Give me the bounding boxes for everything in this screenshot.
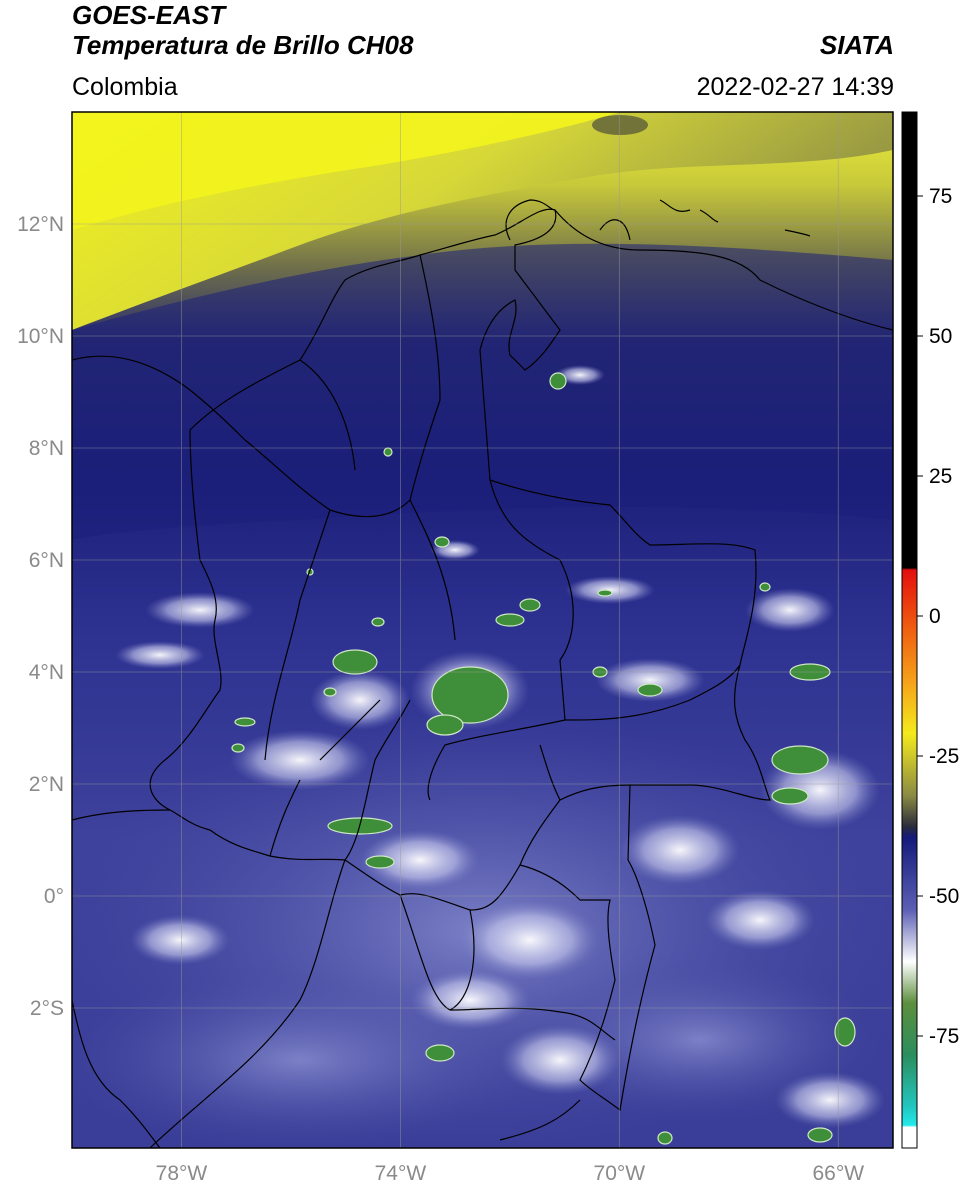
colorbar-tick-label: -75 xyxy=(929,1025,959,1048)
longitude-tick-label: 74°W xyxy=(375,1162,427,1185)
colorbar-tick-label: 25 xyxy=(929,465,952,488)
latitude-tick-label: 2°S xyxy=(30,997,64,1020)
colorbar-tick-label: 50 xyxy=(929,325,952,348)
colorbar-tick-label: 75 xyxy=(929,185,952,208)
graticule xyxy=(72,112,893,1148)
longitude-tick-label: 70°W xyxy=(594,1162,646,1185)
longitude-labels: 78°W 74°W 70°W 66°W xyxy=(156,1162,865,1185)
latitude-tick-label: 12°N xyxy=(17,213,64,236)
colorbar-tick-label: -25 xyxy=(929,745,959,768)
latitude-tick-label: 8°N xyxy=(29,437,64,460)
colorbar xyxy=(901,111,918,1149)
product-title: Temperatura de Brillo CH08 xyxy=(72,30,414,60)
latitude-labels: 12°N 10°N 8°N 6°N 4°N 2°N 0° 2°S xyxy=(17,213,64,1020)
latitude-tick-label: 10°N xyxy=(17,325,64,348)
colorbar-ticks: 75 50 25 0 -25 -50 -75 xyxy=(917,185,959,1048)
latitude-tick-label: 2°N xyxy=(29,773,64,796)
longitude-tick-label: 66°W xyxy=(812,1162,864,1185)
convective-cores xyxy=(231,372,856,1145)
region-label: Colombia xyxy=(72,73,178,101)
colorbar-tick-label: 0 xyxy=(929,605,941,628)
longitude-tick-label: 78°W xyxy=(156,1162,208,1185)
latitude-tick-label: 0° xyxy=(44,885,64,908)
datetime-label: 2022-02-27 14:39 xyxy=(696,73,894,101)
latitude-tick-label: 4°N xyxy=(29,661,64,684)
political-boundaries xyxy=(72,199,893,1148)
satellite-imagery xyxy=(72,112,893,1148)
map-frame xyxy=(71,111,894,1149)
satellite-title: GOES-EAST xyxy=(72,0,226,30)
colorbar-tick-label: -50 xyxy=(929,885,959,908)
organization-label: SIATA xyxy=(819,30,894,60)
latitude-tick-label: 6°N xyxy=(29,549,64,572)
